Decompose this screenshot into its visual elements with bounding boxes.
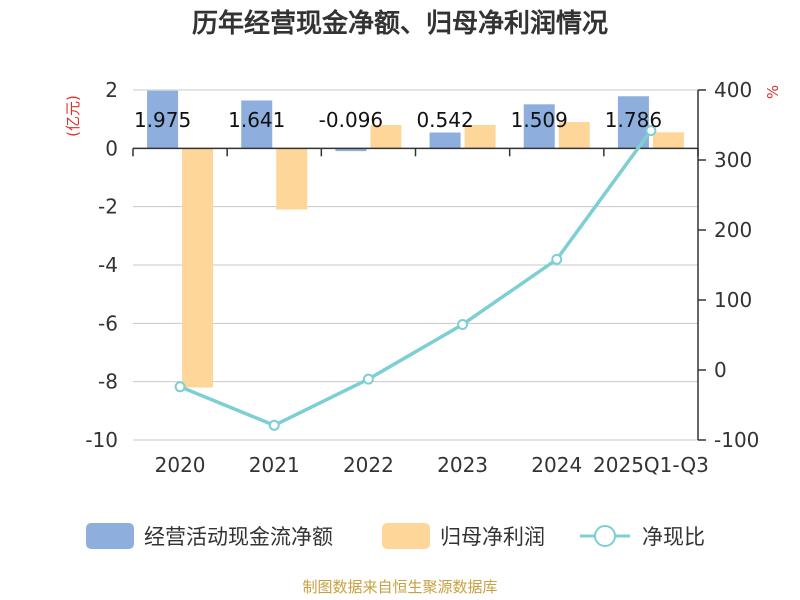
left-axis-unit: (亿元) (64, 95, 82, 137)
legend-label: 经营活动现金流净额 (144, 525, 333, 549)
bars (147, 90, 684, 388)
cashflow-data-label: -0.096 (319, 108, 383, 132)
right-tick-label: -100 (714, 428, 759, 452)
category-label: 2025Q1-Q3 (593, 453, 709, 477)
right-axis-unit: % (764, 85, 782, 99)
category-label: 2020 (155, 453, 206, 477)
ratio-point (174, 381, 186, 393)
category-label: 2024 (531, 453, 582, 477)
category-label: 2022 (343, 453, 394, 477)
netprofit-bar (370, 125, 402, 149)
bar-labels: 1.975 1.641 -0.096 0.542 1.509 1.786 (134, 108, 662, 132)
ratio-line (174, 125, 657, 431)
cashflow-bar (523, 104, 555, 149)
cashflow-data-label: 1.641 (228, 108, 285, 132)
legend-marker (594, 525, 616, 547)
left-tick-label: -2 (98, 195, 118, 219)
left-tick-label: -10 (85, 428, 118, 452)
cashflow-bar (147, 90, 179, 149)
ratio-point (551, 253, 563, 265)
cashflow-bar (429, 132, 461, 149)
cashflow-data-label: 1.975 (134, 108, 191, 132)
netprofit-bar (558, 122, 590, 149)
cashflow-bar (241, 100, 273, 149)
legend-label: 归母净利润 (440, 525, 545, 549)
netprofit-bar (182, 148, 214, 388)
axes: 2 0 -2 -4 -6 -8 -10 400 300 200 100 0 -100 2020 2021 20… (85, 78, 759, 477)
left-tick-label: -4 (98, 253, 118, 277)
grid (133, 89, 698, 441)
right-tick-label: 200 (714, 218, 752, 242)
right-tick-label: 0 (714, 358, 727, 382)
chart-title: 历年经营现金净额、归母净利润情况 (192, 8, 608, 39)
legend: 经营活动现金流净额 归母净利润 净现比 (86, 523, 705, 549)
legend-swatch (382, 523, 430, 549)
cashflow-data-label: 0.542 (416, 108, 473, 132)
right-tick-label: 100 (714, 288, 752, 312)
netprofit-bar (652, 132, 684, 149)
legend-swatch (86, 523, 134, 549)
left-tick-label: -6 (98, 311, 118, 335)
left-tick-label: -8 (98, 370, 118, 394)
cashflow-data-label: 1.509 (511, 108, 568, 132)
ratio-series-line (179, 129, 653, 428)
right-tick-label: 400 (714, 78, 752, 102)
cashflow-bar (335, 148, 367, 152)
right-tick-label: 300 (714, 148, 752, 172)
ratio-point (645, 125, 657, 137)
netprofit-bar (464, 125, 496, 149)
netprofit-bar (276, 148, 308, 210)
ratio-point (362, 373, 374, 385)
left-tick-label: 0 (105, 136, 118, 160)
ratio-point (268, 419, 280, 431)
left-tick-label: 2 (105, 78, 118, 102)
ratio-point (457, 319, 469, 330)
cashflow-data-label: 1.786 (605, 108, 662, 132)
source-note: 制图数据来自恒生聚源数据库 (302, 578, 497, 596)
category-label: 2023 (437, 453, 488, 477)
legend-label: 净现比 (642, 525, 705, 549)
category-label: 2021 (249, 453, 300, 477)
